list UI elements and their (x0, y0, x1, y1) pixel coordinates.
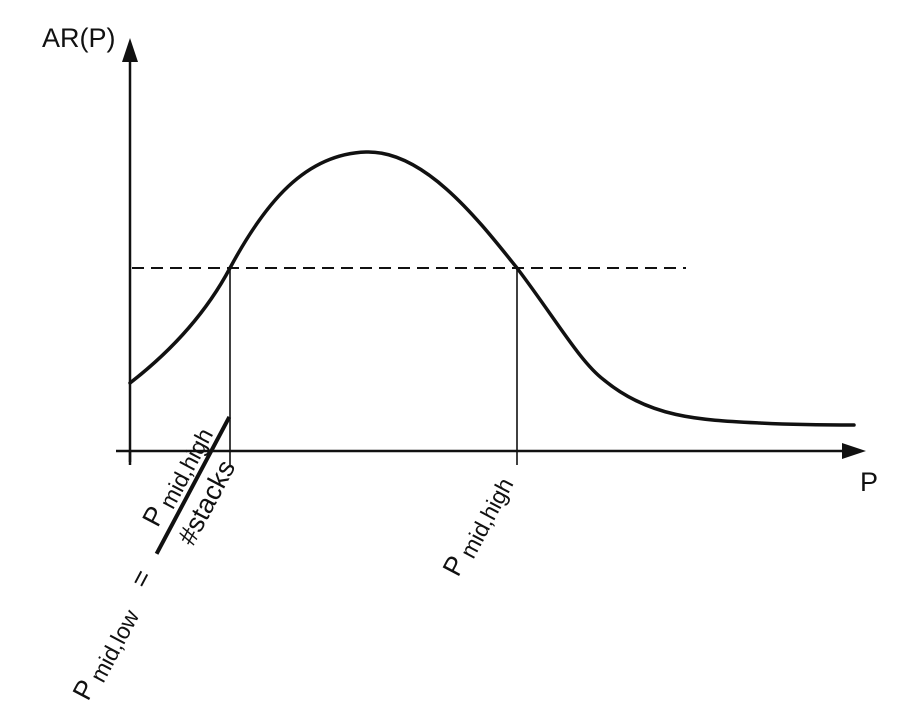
ar-curve (128, 150, 856, 427)
x-axis-label: P (860, 467, 878, 497)
x-axis-arrowhead (842, 443, 866, 459)
marker-low-equals: = (124, 565, 158, 593)
marker-low-label: P mid,low = P mid,high #stacks (67, 416, 241, 705)
fraction-bar (154, 416, 232, 555)
marker-high-subscript: mid,high (455, 473, 519, 562)
marker-low-subscript: mid,low (85, 605, 145, 686)
y-axis-arrowhead (122, 38, 138, 62)
marker-high-label: P mid,high (437, 473, 519, 580)
y-axis-label: AR(P) (42, 23, 116, 53)
